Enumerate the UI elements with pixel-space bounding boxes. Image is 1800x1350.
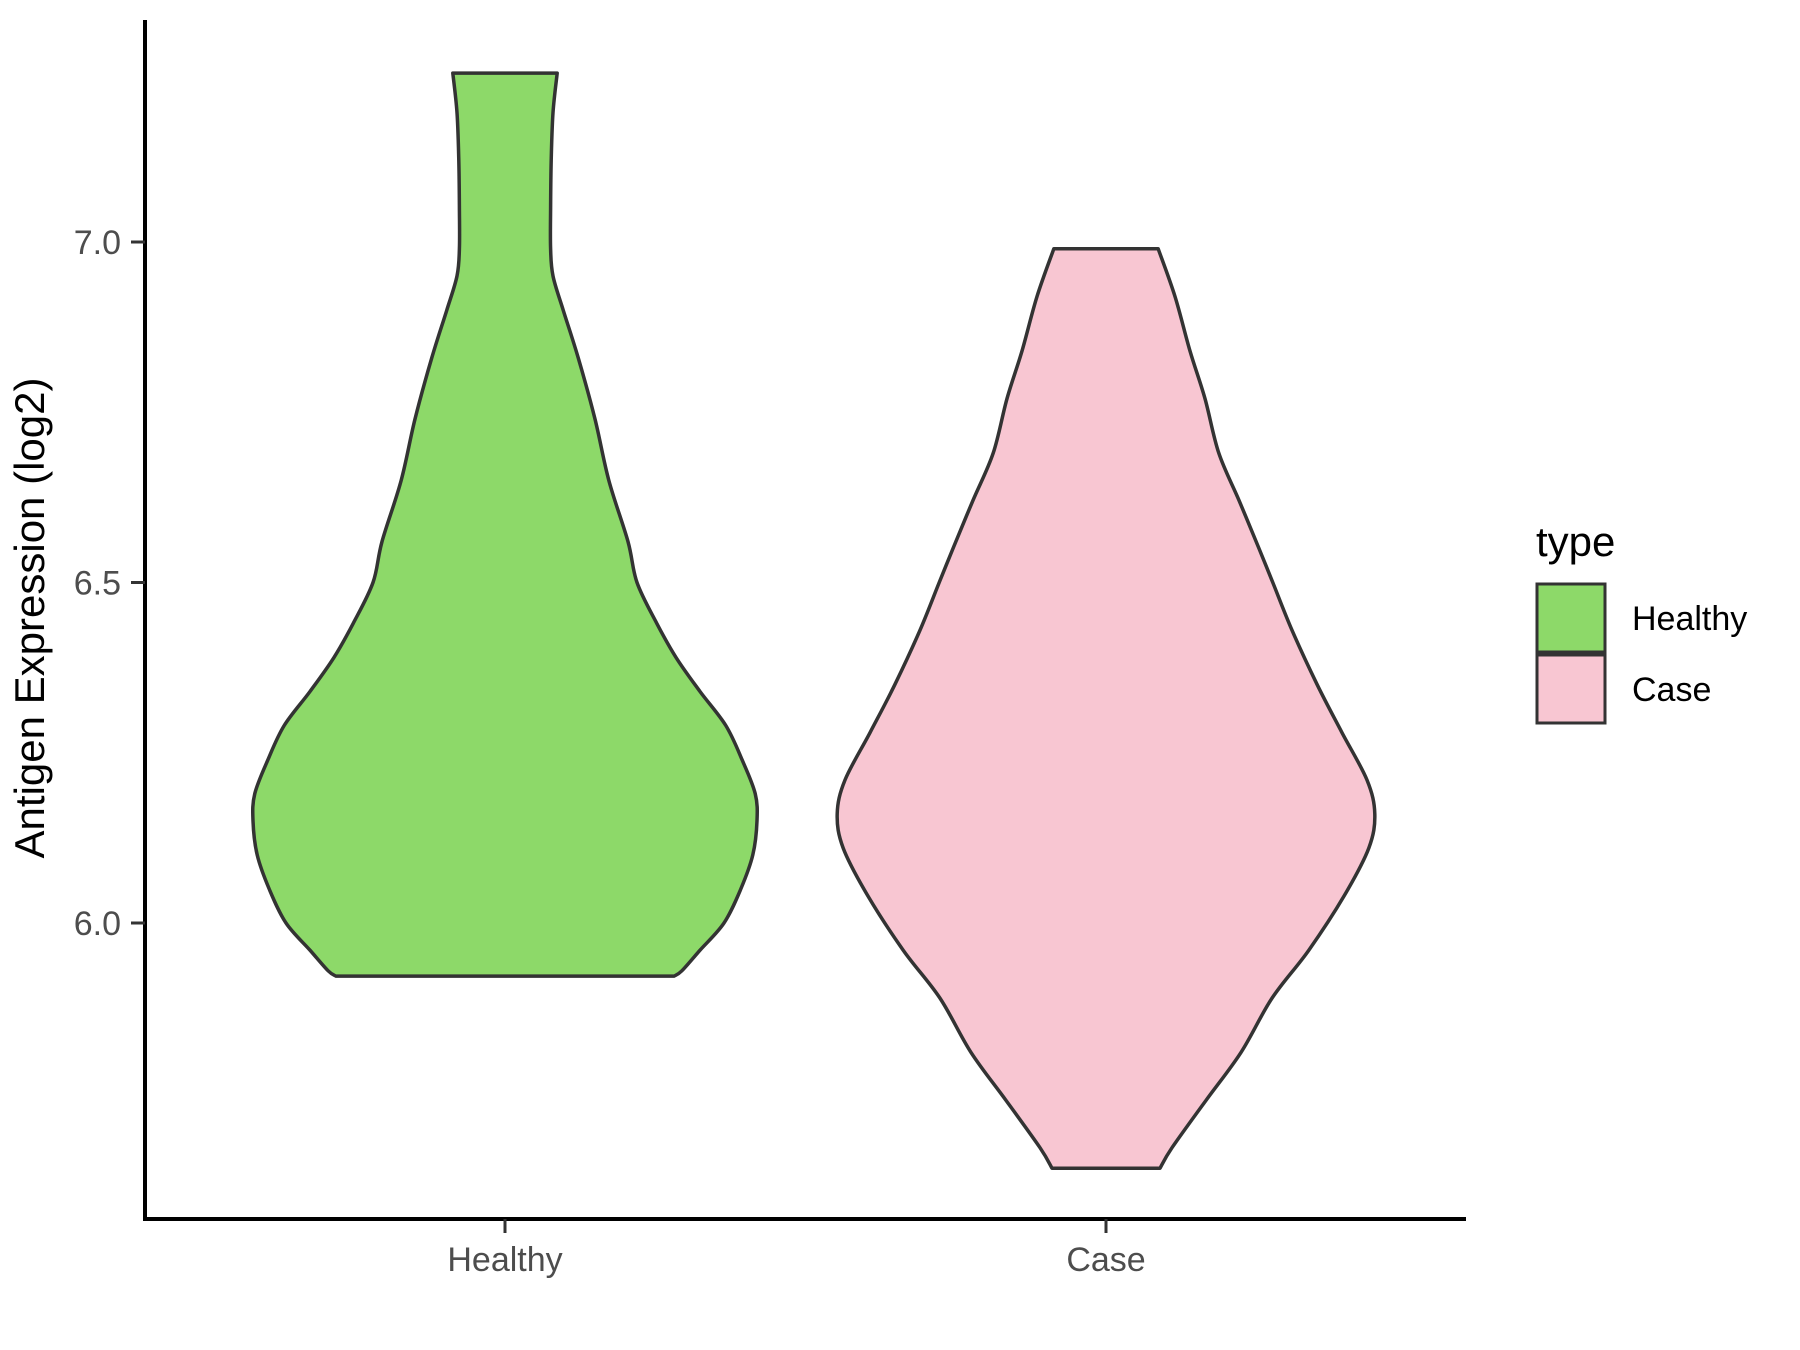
x-tick-label-case: Case	[1066, 1241, 1145, 1279]
legend-key-healthy	[1535, 582, 1607, 654]
x-tick-label-healthy: Healthy	[447, 1241, 562, 1279]
y-tick-label-6.0: 6.0	[74, 905, 121, 943]
y-tick-label-7.0: 7.0	[74, 224, 121, 262]
y-tick-label-6.5: 6.5	[74, 565, 121, 603]
axis-tick-marks	[131, 240, 1108, 1233]
legend-label-healthy: Healthy	[1632, 600, 1747, 638]
legend-title: type	[1536, 518, 1615, 565]
legend-label-case: Case	[1632, 671, 1711, 709]
y-axis-title: Antigen Expression (log2)	[6, 378, 53, 859]
legend-key-case	[1535, 653, 1607, 725]
legend: type Healthy Case	[1535, 518, 1747, 725]
violin-healthy	[250, 71, 760, 978]
violin-case	[835, 247, 1377, 1170]
